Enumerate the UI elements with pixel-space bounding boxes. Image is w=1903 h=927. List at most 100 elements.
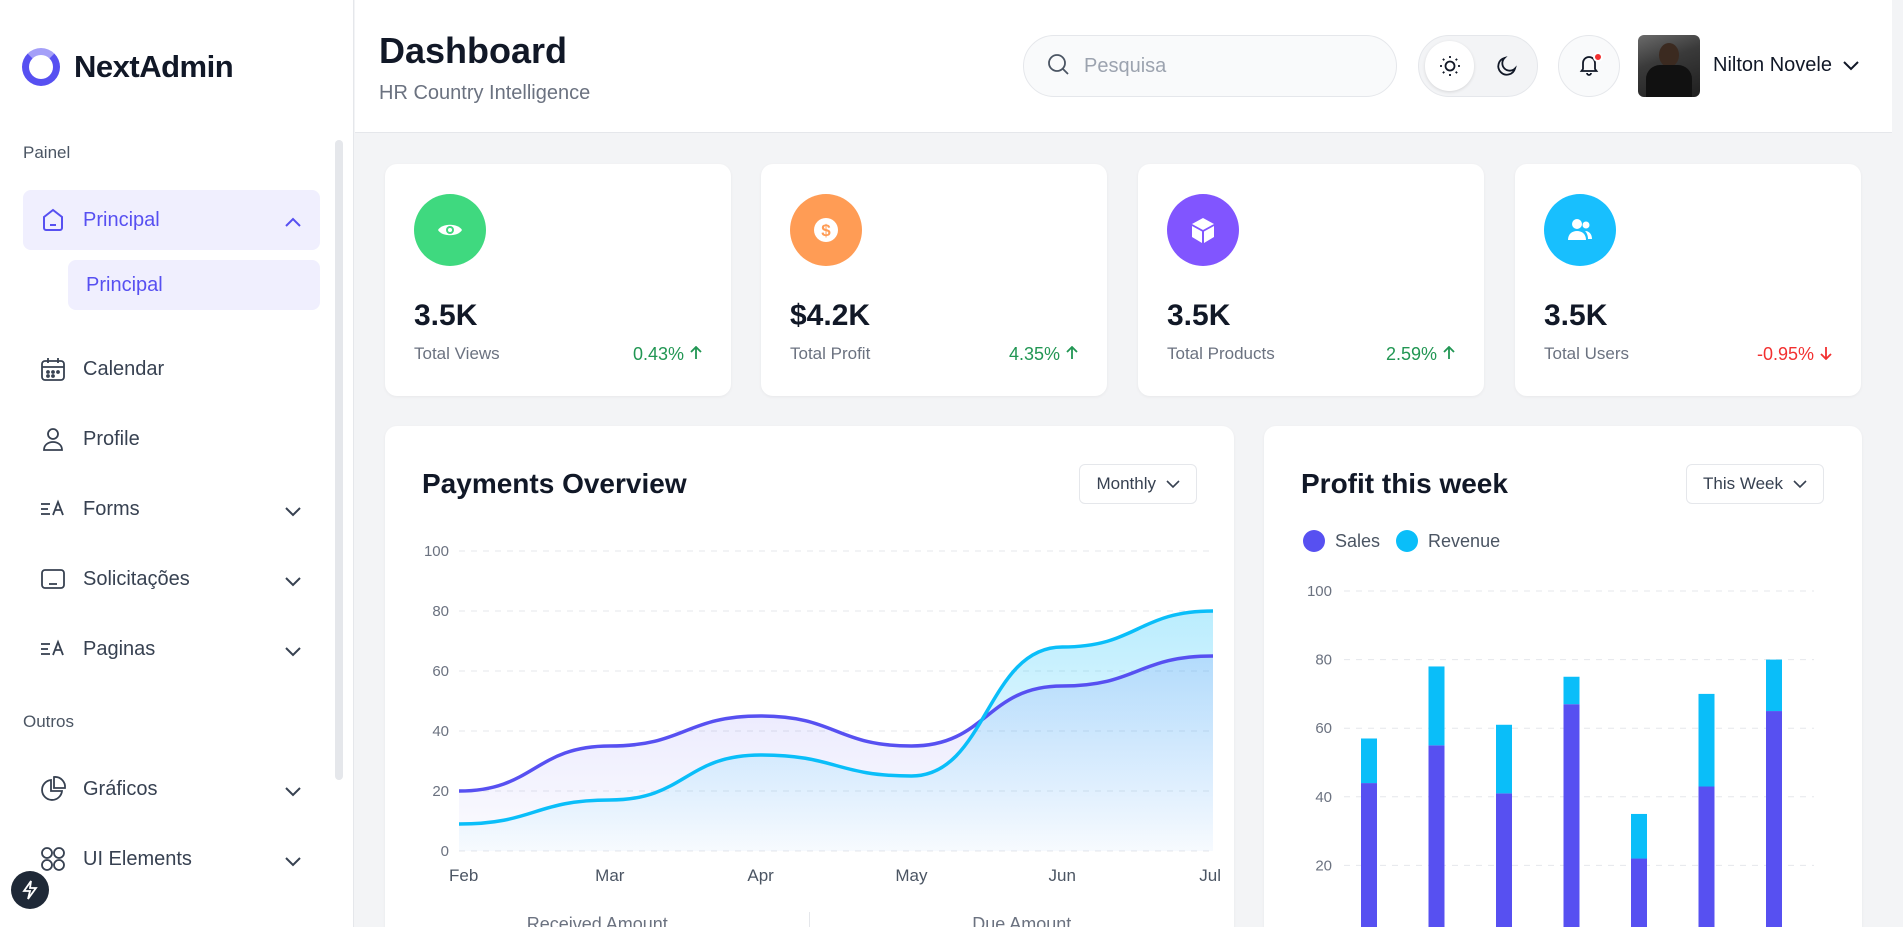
sidebar-item-label: Gráficos (83, 777, 158, 800)
sidebar-item-label: Profile (83, 427, 140, 450)
arrow-up-icon (1443, 344, 1455, 365)
bar-segment (1428, 745, 1445, 927)
bar-segment (1698, 786, 1715, 927)
user-name: Nilton Novele (1713, 54, 1832, 76)
stat-card-products: 3.5K Total Products 2.59% (1138, 164, 1484, 396)
moon-icon[interactable] (1482, 41, 1531, 91)
sidebar-item-graficos[interactable]: Gráficos (23, 759, 320, 819)
sidebar-item-ui-elements[interactable]: UI Elements (23, 829, 320, 889)
section-title-painel: Painel (23, 143, 71, 162)
brand-logo[interactable]: NextAdmin (22, 48, 234, 86)
arrow-up-icon (1066, 344, 1078, 365)
stat-change: 4.35% (1009, 344, 1078, 365)
panel-title: Profit this week (1301, 468, 1508, 499)
y-tick-label: 0 (441, 843, 449, 860)
period-dropdown[interactable]: This Week (1686, 464, 1824, 504)
series-area (459, 611, 1213, 851)
sidebar-item-paginas[interactable]: Paginas (23, 619, 320, 679)
user-icon (39, 425, 67, 453)
user-menu[interactable]: Nilton Novele (1713, 54, 1860, 77)
bar-segment (1361, 738, 1377, 784)
chevron-down-icon (284, 850, 302, 873)
payments-area-chart: 0 20 40 60 80 100 Feb Mar Apr May Jun Jul (424, 543, 1221, 885)
bolt-icon[interactable] (11, 871, 49, 909)
chevron-down-icon (1842, 54, 1860, 77)
y-tick-label: 40 (432, 723, 449, 740)
brand-name: NextAdmin (74, 49, 234, 84)
sidebar-item-principal[interactable]: Principal (23, 190, 320, 250)
series-line (458, 654, 1214, 793)
received-amount-label: Received Amount (526, 914, 668, 927)
period-dropdown[interactable]: Monthly (1079, 464, 1197, 504)
stat-value: 3.5K (1167, 299, 1231, 332)
sidebar: NextAdmin Painel Principal Principal Cal… (0, 0, 354, 927)
sidebar-item-label: Calendar (83, 357, 165, 380)
stat-label: Total Views (414, 344, 500, 363)
chevron-down-icon (284, 570, 302, 593)
stat-value: 3.5K (414, 299, 478, 332)
sidebar-scrollbar[interactable] (335, 140, 343, 780)
users-icon (1544, 194, 1616, 266)
x-tick-label: May (895, 866, 928, 885)
sidebar-item-calendar[interactable]: Calendar (23, 339, 320, 399)
chevron-down-icon (1793, 474, 1807, 494)
stat-value: 3.5K (1544, 299, 1608, 332)
bar-segment (1563, 676, 1580, 705)
table-icon (39, 565, 67, 593)
pages-icon (39, 635, 67, 663)
sidebar-item-profile[interactable]: Profile (23, 409, 320, 469)
bar-segment (1496, 724, 1512, 794)
bar-segment (1361, 783, 1377, 927)
chart-legend: Sales Revenue (1303, 530, 1500, 552)
grid-icon (39, 845, 67, 873)
profit-week-panel: Profit this week This Week Sales Revenue… (1264, 426, 1862, 927)
dollar-icon: $ (790, 194, 862, 266)
chevron-down-icon (284, 780, 302, 803)
svg-text:$: $ (821, 221, 831, 240)
x-tick-label: Feb (449, 866, 478, 885)
sidebar-subitem-principal[interactable]: Principal (68, 260, 320, 310)
legend-sales: Sales (1303, 530, 1380, 552)
theme-toggle[interactable] (1418, 35, 1538, 97)
sun-icon[interactable] (1425, 41, 1474, 91)
avatar[interactable] (1638, 35, 1700, 97)
y-tick-label: 100 (1307, 583, 1332, 600)
pie-chart-icon (39, 775, 67, 803)
sidebar-item-solicitacoes[interactable]: Solicitações (23, 549, 320, 609)
notification-button[interactable] (1558, 35, 1620, 97)
forms-icon (39, 495, 67, 523)
stat-label: Total Users (1544, 344, 1630, 363)
payments-footer: Received Amount Due Amount (385, 914, 1234, 927)
page-title: Dashboard (379, 30, 568, 71)
calendar-icon (39, 355, 67, 383)
stat-card-users: 3.5K Total Users -0.95% (1515, 164, 1861, 396)
bar-segment (1698, 693, 1715, 787)
sidebar-item-label: Forms (83, 497, 140, 520)
panel-title: Payments Overview (422, 468, 687, 499)
arrow-up-icon (690, 344, 702, 365)
top-header: Dashboard HR Country Intelligence Nilton… (355, 0, 1892, 133)
chevron-down-icon (284, 640, 302, 663)
due-amount-label: Due Amount (972, 914, 1072, 927)
stat-card-views: 3.5K Total Views 0.43% (385, 164, 731, 396)
y-tick-label: 60 (432, 663, 449, 680)
stat-label: Total Profit (790, 344, 871, 363)
bar-segment (1631, 813, 1647, 859)
stat-change: -0.95% (1757, 344, 1832, 365)
chevron-down-icon (284, 500, 302, 523)
y-tick-label: 20 (432, 783, 449, 800)
sidebar-item-forms[interactable]: Forms (23, 479, 320, 539)
notification-dot (1593, 52, 1603, 62)
search-input[interactable] (1084, 54, 1364, 78)
section-title-outros: Outros (23, 712, 75, 731)
sidebar-item-label: Paginas (83, 637, 156, 660)
y-tick-label: 80 (432, 603, 449, 620)
logo-icon (22, 48, 60, 86)
x-tick-label: Apr (747, 866, 774, 885)
search-box[interactable] (1023, 35, 1397, 97)
bar-segment (1631, 858, 1647, 927)
chevron-up-icon (284, 211, 302, 234)
y-tick-label: 40 (1315, 789, 1332, 806)
chevron-down-icon (1166, 474, 1180, 494)
eye-icon (414, 194, 486, 266)
